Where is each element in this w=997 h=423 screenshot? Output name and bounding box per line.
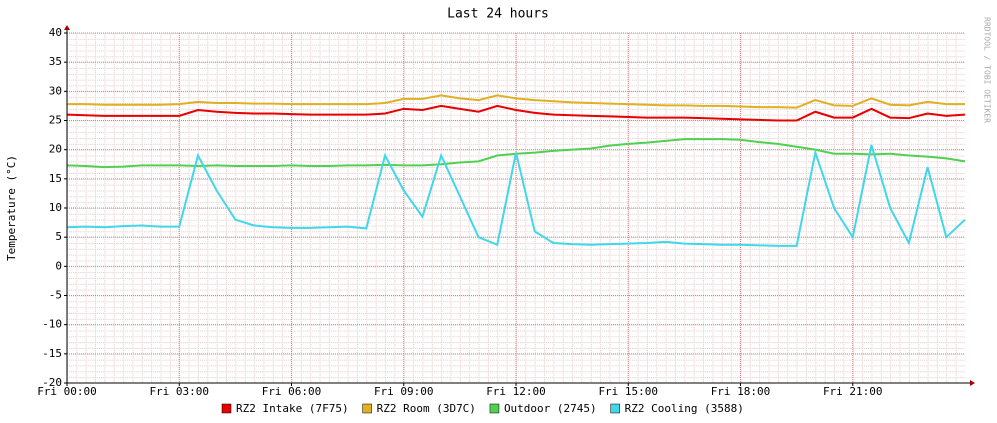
watermark: RRDTOOL / TOBI OETIKER: [983, 17, 992, 123]
x-tick-label: Fri 00:00: [37, 385, 97, 398]
plot: [66, 94, 966, 247]
legend-label: RZ2 Intake (7F75): [236, 402, 349, 415]
y-tick-label: 0: [55, 259, 62, 272]
series-line: [66, 144, 966, 247]
y-tick-label: 30: [49, 84, 62, 97]
y-axis-label: Temperature (°C): [5, 155, 18, 261]
x-tick-label: Fri 15:00: [598, 385, 658, 398]
chart-title: Last 24 hours: [447, 7, 549, 22]
y-tick-label: -15: [42, 347, 62, 360]
y-arrow: [64, 25, 70, 30]
x-arrow: [970, 380, 975, 386]
x-tick-label: Fri 03:00: [149, 385, 209, 398]
series-line: [67, 94, 965, 109]
legend-label: Outdoor (2745): [504, 402, 597, 415]
x-tick-label: Fri 18:00: [711, 385, 771, 398]
y-tick-label: 5: [55, 230, 62, 243]
y-tick-label: 15: [49, 172, 62, 185]
legend-swatch: [362, 403, 372, 414]
series-line: [66, 104, 966, 122]
legend-label: RZ2 Room (3D7C): [377, 402, 476, 415]
legend-label: RZ2 Cooling (3588): [625, 402, 744, 415]
x-tick-label: Fri 09:00: [374, 385, 434, 398]
legend-swatch: [221, 403, 232, 414]
x-tick-label: Fri 21:00: [823, 385, 883, 398]
y-tick-label: -5: [49, 289, 62, 302]
y-tick-label: 25: [49, 114, 62, 127]
x-tick-label: Fri 06:00: [262, 385, 322, 398]
y-tick-label: 35: [49, 55, 62, 68]
legend-swatch: [610, 403, 620, 414]
legend-swatch: [489, 403, 500, 414]
y-tick-label: 40: [49, 26, 62, 39]
legend: RZ2 Intake (7F75) RZ2 Room (3D7C) Outdoor …: [221, 402, 744, 415]
y-tick-label: 20: [49, 143, 62, 156]
y-tick-label: -20: [42, 376, 62, 389]
y-tick-label: 10: [49, 201, 62, 214]
y-tick-label: -10: [42, 318, 62, 331]
x-tick-label: Fri 12:00: [486, 385, 546, 398]
